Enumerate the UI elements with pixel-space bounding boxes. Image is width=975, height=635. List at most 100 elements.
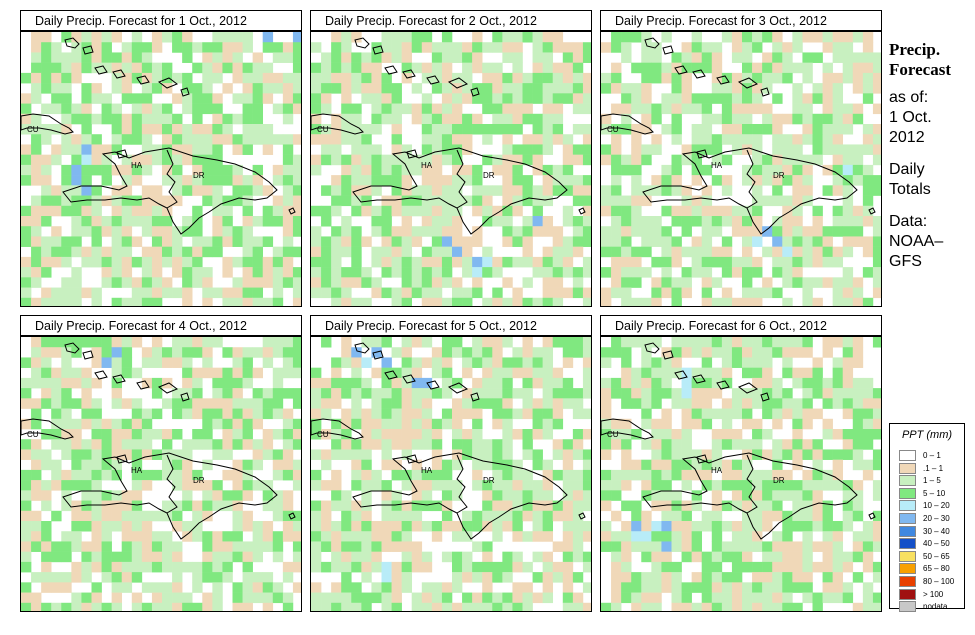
precip-cell — [252, 347, 264, 358]
precip-cell — [752, 103, 763, 115]
precip-cell — [331, 226, 342, 237]
precip-cell — [252, 52, 264, 63]
precip-cell — [212, 500, 223, 512]
precip-cell — [641, 367, 652, 379]
precip-cell — [192, 347, 203, 358]
precip-cell — [862, 32, 874, 43]
precip-cell — [522, 93, 533, 104]
precip-cell — [252, 267, 264, 278]
precip-cell — [572, 521, 584, 532]
precip-cell — [872, 561, 881, 573]
precip-cell — [101, 469, 112, 481]
precip-cell — [41, 377, 52, 389]
precip-cell — [51, 480, 62, 491]
precip-cell — [752, 418, 763, 430]
precip-cell — [711, 541, 723, 552]
precip-cell — [172, 32, 183, 43]
precip-cell — [782, 521, 793, 532]
precip-cell — [292, 226, 301, 237]
precip-cell — [311, 246, 322, 258]
precip-cell — [232, 62, 243, 74]
precip-cell — [341, 541, 352, 552]
precip-cell — [552, 277, 564, 288]
precip-cell — [371, 62, 382, 74]
precip-cell — [721, 267, 733, 278]
precip-cell — [651, 226, 662, 237]
precip-cell — [772, 42, 783, 53]
precip-cell — [472, 62, 483, 74]
precip-cell — [361, 418, 372, 430]
precip-cell — [782, 236, 793, 247]
precip-cell — [71, 367, 82, 379]
precip-cell — [351, 144, 362, 155]
precip-cell — [542, 134, 554, 145]
precip-cell — [351, 521, 362, 532]
precip-cell — [411, 418, 423, 430]
precip-cell — [482, 93, 493, 104]
precip-cell — [721, 154, 733, 166]
precip-cell — [711, 347, 723, 358]
precip-cell — [762, 398, 773, 409]
precip-cell — [512, 226, 523, 237]
precip-cell — [562, 521, 574, 532]
precip-cell — [681, 377, 692, 389]
precip-cell — [371, 277, 382, 288]
precip-cell — [661, 357, 672, 368]
precip-cell — [162, 398, 173, 409]
precip-cell — [482, 521, 493, 532]
precip-cell — [351, 195, 362, 207]
precip-cell — [182, 124, 193, 135]
precip-cell — [172, 582, 183, 593]
precip-cell — [151, 42, 163, 53]
precip-cell — [462, 572, 473, 583]
precip-cell — [872, 480, 881, 491]
precip-cell — [862, 93, 874, 104]
precip-cell — [331, 582, 342, 593]
precip-cell — [111, 602, 123, 611]
precip-cell — [151, 541, 163, 552]
precip-cell — [562, 561, 574, 573]
precip-cell — [71, 297, 82, 306]
precip-cell — [121, 367, 133, 379]
precip-cell — [492, 83, 503, 94]
precip-cell — [792, 32, 803, 43]
precip-cell — [621, 195, 632, 207]
precip-cell — [731, 72, 743, 84]
precip-cell — [101, 42, 112, 53]
precip-cell — [192, 572, 203, 583]
precip-cell — [262, 267, 274, 278]
precip-cell — [311, 551, 322, 563]
precip-map: CU HA DR — [310, 336, 592, 612]
precip-cell — [411, 195, 423, 207]
precip-cell — [222, 113, 233, 125]
precip-cell — [371, 408, 382, 420]
precip-cell — [101, 277, 112, 288]
precip-cell — [782, 480, 793, 491]
precip-cell — [71, 144, 82, 155]
precip-cell — [452, 572, 463, 583]
precip-cell — [671, 592, 682, 604]
precip-cell — [311, 429, 322, 440]
precip-cell — [542, 388, 554, 399]
precip-cell — [21, 592, 32, 604]
precip-cell — [41, 357, 52, 368]
precip-cell — [472, 592, 483, 604]
precip-cell — [321, 205, 332, 217]
precip-cell — [391, 582, 402, 593]
precip-cell — [391, 267, 402, 278]
precip-cell — [381, 236, 392, 247]
precip-cell — [51, 377, 62, 389]
precip-cell — [441, 408, 453, 420]
precip-cell — [311, 541, 322, 552]
precip-cell — [792, 521, 803, 532]
precip-cell — [192, 439, 203, 450]
precip-cell — [292, 388, 301, 399]
precip-cell — [21, 175, 32, 186]
label-haiti: HA — [131, 466, 143, 475]
precip-cell — [252, 277, 264, 288]
precip-cell — [842, 582, 854, 593]
precip-cell — [772, 388, 783, 399]
precip-cell — [792, 134, 803, 145]
precip-cell — [141, 510, 153, 522]
precip-cell — [441, 93, 453, 104]
